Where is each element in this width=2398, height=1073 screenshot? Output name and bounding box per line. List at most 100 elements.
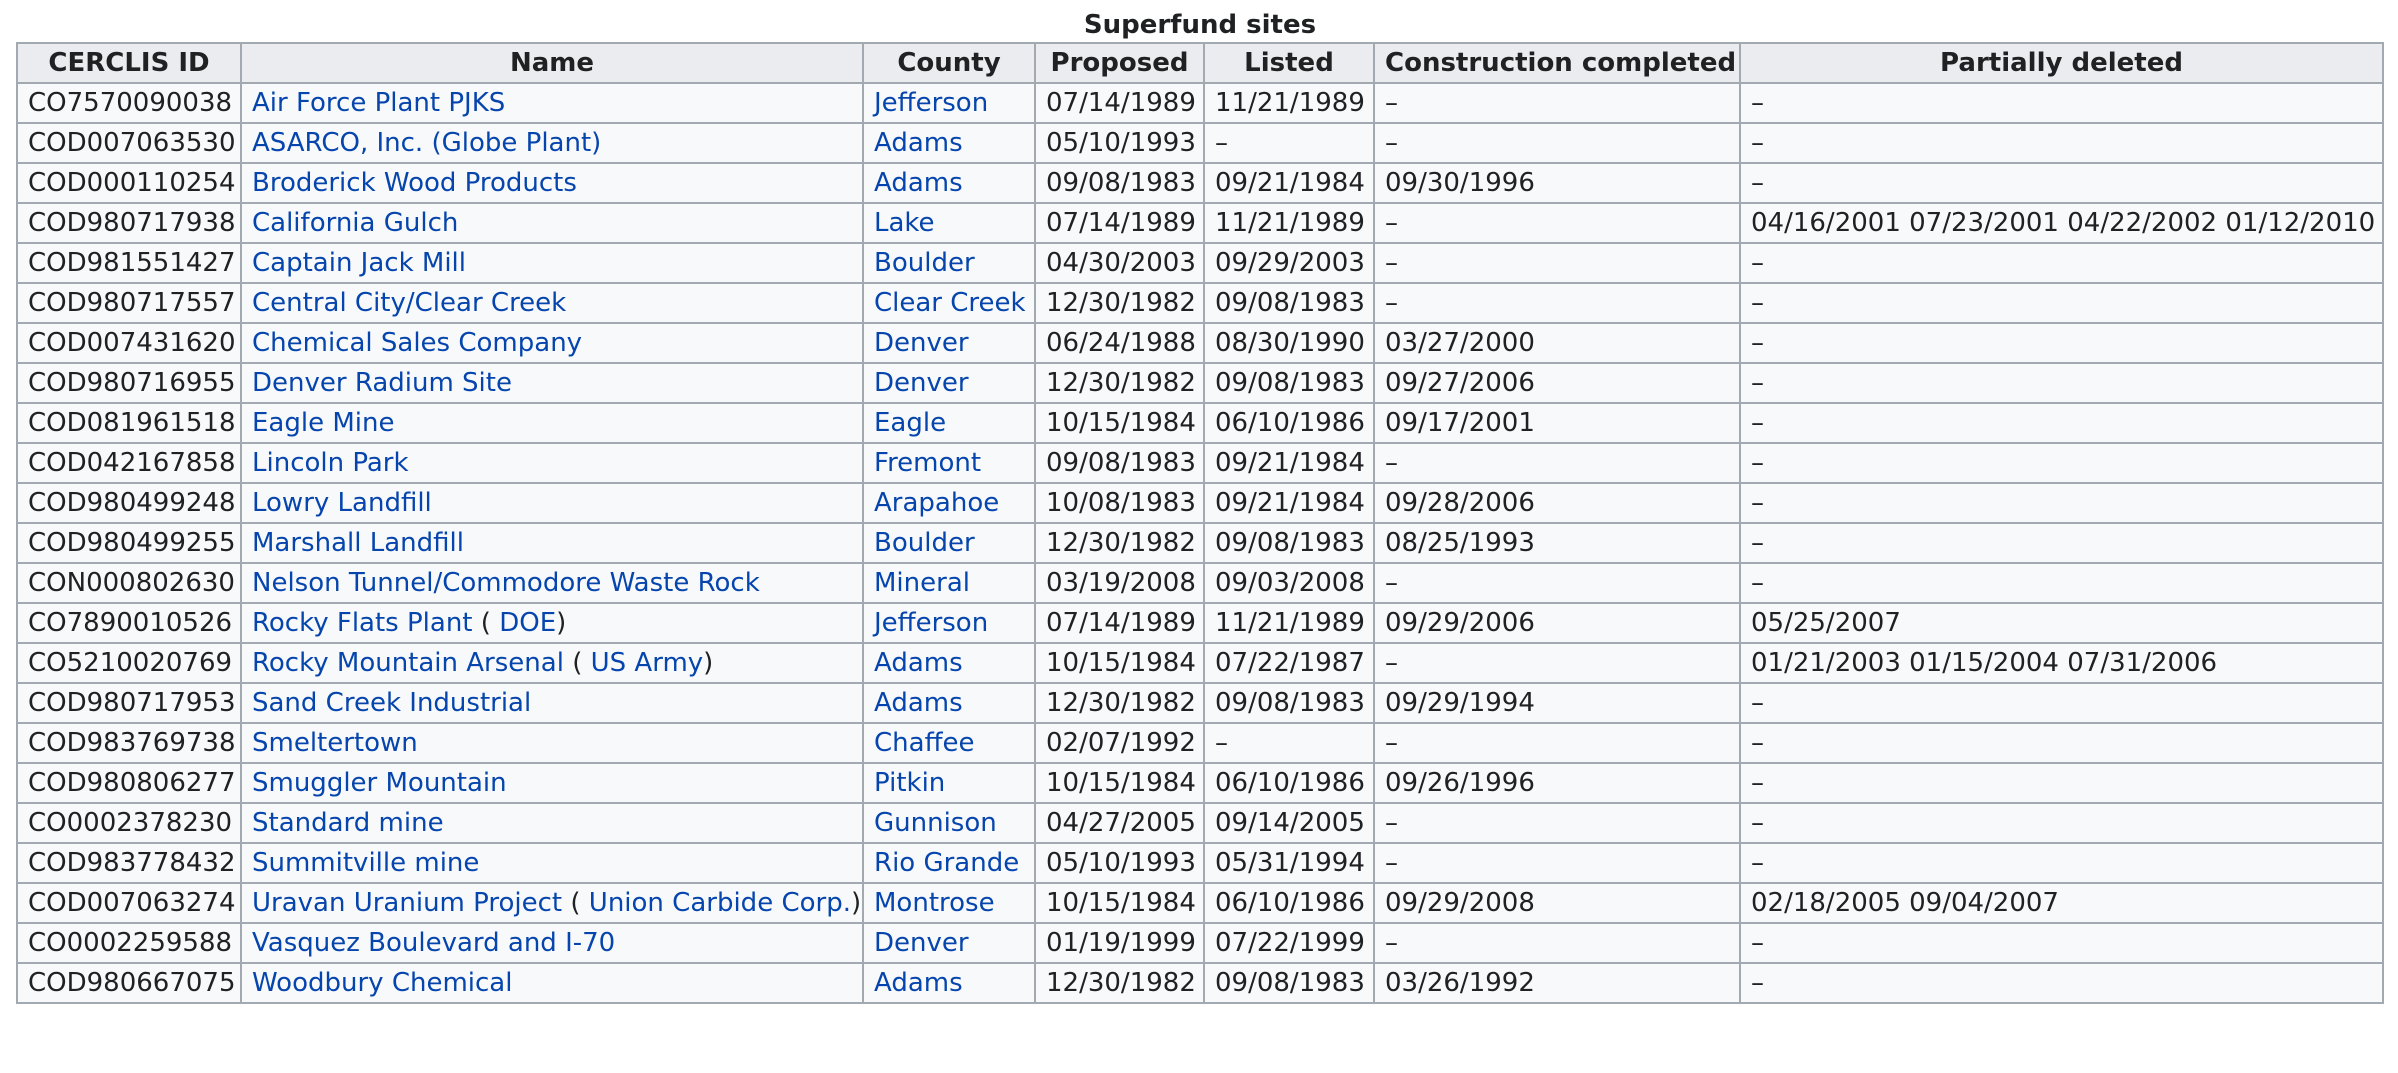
cell-county-link[interactable]: Jefferson xyxy=(874,608,989,638)
agency-link[interactable]: Union Carbide Corp. xyxy=(588,888,851,918)
cell-county-link[interactable]: Gunnison xyxy=(874,808,997,838)
cell-county-link[interactable]: Adams xyxy=(874,688,963,718)
cell-name: Captain Jack Mill xyxy=(240,242,864,284)
cell-name: Smeltertown xyxy=(240,722,864,764)
cell-construction-completed: 09/29/2006 xyxy=(1373,602,1741,644)
site-name-link[interactable]: Sand Creek Industrial xyxy=(252,688,532,718)
cell-cerclis-id: COD980806277 xyxy=(16,762,242,804)
site-name-link[interactable]: Vasquez Boulevard and I-70 xyxy=(252,928,616,958)
table-row: CO0002378230 Standard mine Gunnison 04/27/2… xyxy=(16,802,2384,844)
agency-link[interactable]: DOE xyxy=(499,608,557,638)
site-name-link[interactable]: Broderick Wood Products xyxy=(252,168,577,198)
cell-listed: 09/08/1983 xyxy=(1203,682,1375,724)
superfund-sites-table: Superfund sites CERCLIS ID Name County P… xyxy=(16,8,2384,1004)
agency-link[interactable]: US Army xyxy=(590,648,704,678)
cell-name: Summitville mine xyxy=(240,842,864,884)
cell-construction-completed: – xyxy=(1373,202,1741,244)
site-name-link[interactable]: Standard mine xyxy=(252,808,444,838)
cell-county-link[interactable]: Montrose xyxy=(874,888,995,918)
cell-cerclis-id: CO7570090038 xyxy=(16,82,242,124)
cell-partially-deleted: – xyxy=(1739,522,2384,564)
site-name-link[interactable]: Eagle Mine xyxy=(252,408,395,438)
site-name-link[interactable]: Lowry Landfill xyxy=(252,488,432,518)
cell-county: Adams xyxy=(862,162,1036,204)
site-name-link[interactable]: California Gulch xyxy=(252,208,459,238)
cell-name: Central City/Clear Creek xyxy=(240,282,864,324)
cell-construction-completed: – xyxy=(1373,282,1741,324)
site-name-link[interactable]: Denver Radium Site xyxy=(252,368,512,398)
cell-county-link[interactable]: Denver xyxy=(874,368,969,398)
site-name-link[interactable]: Captain Jack Mill xyxy=(252,248,467,278)
cell-county: Pitkin xyxy=(862,762,1036,804)
header-listed[interactable]: Listed xyxy=(1203,42,1375,84)
cell-listed: 06/10/1986 xyxy=(1203,762,1375,804)
cell-county-link[interactable]: Clear Creek xyxy=(874,288,1026,318)
cell-county-link[interactable]: Pitkin xyxy=(874,768,946,798)
header-construction-completed[interactable]: Construction completed xyxy=(1373,42,1741,84)
header-proposed[interactable]: Proposed xyxy=(1034,42,1205,84)
site-name-link[interactable]: Summitville mine xyxy=(252,848,480,878)
cell-county-link[interactable]: Boulder xyxy=(874,248,975,278)
cell-county-link[interactable]: Arapahoe xyxy=(874,488,1000,518)
site-name-link[interactable]: Rocky Flats Plant xyxy=(252,608,473,638)
cell-construction-completed: 08/25/1993 xyxy=(1373,522,1741,564)
header-partially-deleted[interactable]: Partially deleted xyxy=(1739,42,2384,84)
cell-county-link[interactable]: Denver xyxy=(874,928,969,958)
cell-county: Arapahoe xyxy=(862,482,1036,524)
cell-county: Adams xyxy=(862,122,1036,164)
cell-partially-deleted: – xyxy=(1739,962,2384,1004)
site-name-link[interactable]: Central City/Clear Creek xyxy=(252,288,567,318)
cell-county-link[interactable]: Adams xyxy=(874,968,963,998)
cell-county-link[interactable]: Adams xyxy=(874,648,963,678)
cell-name: Lowry Landfill xyxy=(240,482,864,524)
cell-construction-completed: 09/28/2006 xyxy=(1373,482,1741,524)
cell-name: Marshall Landfill xyxy=(240,522,864,564)
site-name-link[interactable]: ASARCO, Inc. (Globe Plant) xyxy=(252,128,602,158)
site-name-link[interactable]: Nelson Tunnel/Commodore Waste Rock xyxy=(252,568,760,598)
cell-cerclis-id: COD983778432 xyxy=(16,842,242,884)
cell-county-link[interactable]: Eagle xyxy=(874,408,947,438)
cell-proposed: 10/15/1984 xyxy=(1034,762,1205,804)
cell-name: ASARCO, Inc. (Globe Plant) xyxy=(240,122,864,164)
cell-county: Boulder xyxy=(862,242,1036,284)
header-name[interactable]: Name xyxy=(240,42,864,84)
cell-listed: 09/08/1983 xyxy=(1203,282,1375,324)
site-name-link[interactable]: Uravan Uranium Project xyxy=(252,888,563,918)
cell-construction-completed: – xyxy=(1373,242,1741,284)
header-cerclis-id[interactable]: CERCLIS ID xyxy=(16,42,242,84)
cell-county-link[interactable]: Boulder xyxy=(874,528,975,558)
site-name-link[interactable]: Air Force Plant PJKS xyxy=(252,88,506,118)
cell-name: Lincoln Park xyxy=(240,442,864,484)
cell-county: Rio Grande xyxy=(862,842,1036,884)
cell-county: Chaffee xyxy=(862,722,1036,764)
site-name-link[interactable]: Marshall Landfill xyxy=(252,528,464,558)
site-name-link[interactable]: Lincoln Park xyxy=(252,448,409,478)
site-name-link[interactable]: Woodbury Chemical xyxy=(252,968,513,998)
cell-construction-completed: 09/30/1996 xyxy=(1373,162,1741,204)
site-name-link[interactable]: Chemical Sales Company xyxy=(252,328,583,358)
site-name-link[interactable]: Rocky Mountain Arsenal xyxy=(252,648,564,678)
cell-county-link[interactable]: Mineral xyxy=(874,568,970,598)
cell-proposed: 07/14/1989 xyxy=(1034,82,1205,124)
cell-cerclis-id: COD007431620 xyxy=(16,322,242,364)
cell-county-link[interactable]: Adams xyxy=(874,128,963,158)
cell-county-link[interactable]: Lake xyxy=(874,208,935,238)
site-name-link[interactable]: Smeltertown xyxy=(252,728,418,758)
cell-construction-completed: – xyxy=(1373,562,1741,604)
cell-county-link[interactable]: Jefferson xyxy=(874,88,989,118)
cell-county-link[interactable]: Fremont xyxy=(874,448,982,478)
header-county[interactable]: County xyxy=(862,42,1036,84)
cell-county-link[interactable]: Chaffee xyxy=(874,728,975,758)
cell-listed: 11/21/1989 xyxy=(1203,82,1375,124)
cell-county: Montrose xyxy=(862,882,1036,924)
cell-name: Chemical Sales Company xyxy=(240,322,864,364)
cell-cerclis-id: CO5210020769 xyxy=(16,642,242,684)
cell-construction-completed: – xyxy=(1373,642,1741,684)
site-name-link[interactable]: Smuggler Mountain xyxy=(252,768,507,798)
cell-cerclis-id: COD007063274 xyxy=(16,882,242,924)
table-row: CO0002259588 Vasquez Boulevard and I-70 De… xyxy=(16,922,2384,964)
cell-cerclis-id: CO0002259588 xyxy=(16,922,242,964)
cell-county-link[interactable]: Denver xyxy=(874,328,969,358)
cell-county-link[interactable]: Rio Grande xyxy=(874,848,1020,878)
cell-county-link[interactable]: Adams xyxy=(874,168,963,198)
